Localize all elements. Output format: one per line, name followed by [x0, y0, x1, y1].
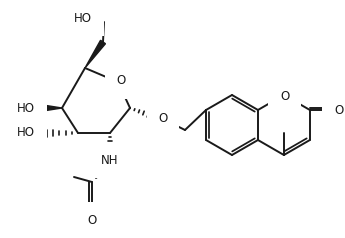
- Text: O: O: [87, 214, 97, 227]
- Text: O: O: [280, 89, 289, 103]
- Text: NH: NH: [101, 154, 119, 167]
- Text: O: O: [158, 111, 168, 124]
- Text: O: O: [116, 74, 126, 88]
- Text: HO: HO: [17, 101, 35, 114]
- Text: HO: HO: [74, 11, 92, 25]
- Polygon shape: [85, 40, 106, 68]
- Text: HO: HO: [17, 127, 35, 139]
- Polygon shape: [43, 105, 62, 111]
- Text: O: O: [334, 104, 343, 116]
